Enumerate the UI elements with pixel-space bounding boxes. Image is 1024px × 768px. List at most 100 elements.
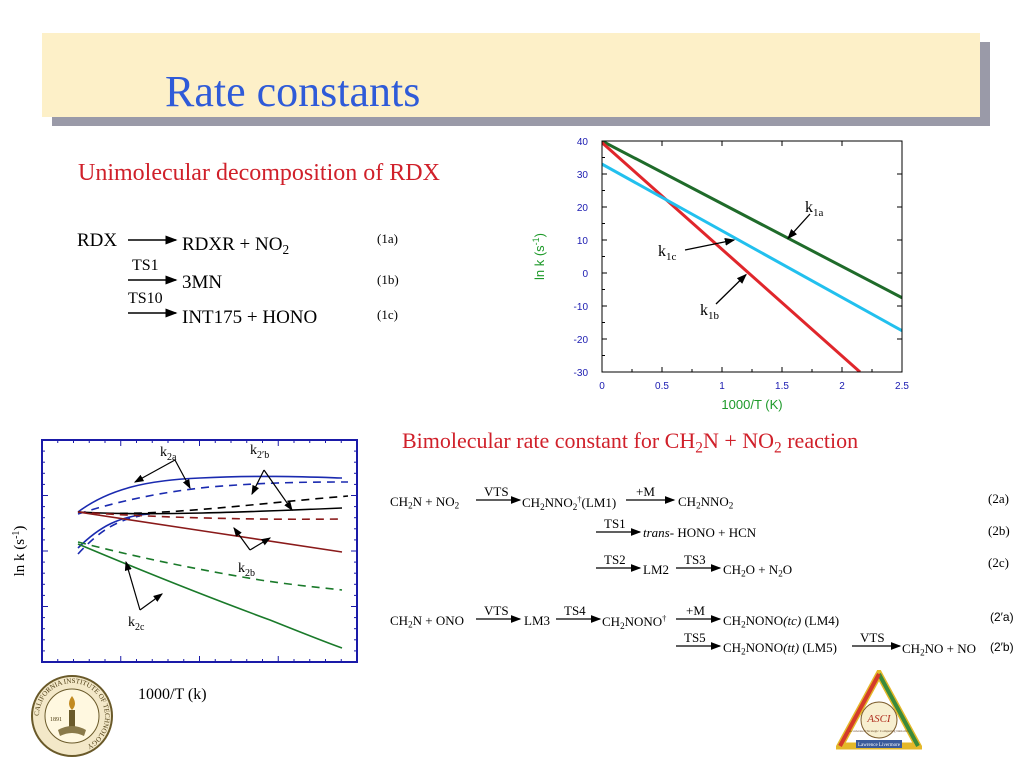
y-tick-label: 20 <box>577 203 589 214</box>
tag-1c: (1c) <box>377 307 398 322</box>
label-ts4: TS4 <box>564 603 586 618</box>
pointer-2pb-1 <box>251 469 265 496</box>
label-pointer-1a <box>787 213 811 240</box>
y-tick-label: -20 <box>574 335 589 346</box>
series-label-1c: k1c <box>658 243 677 263</box>
tag-1b: (1b) <box>377 272 399 287</box>
label-plus-m-2a: +M <box>636 484 655 499</box>
series-label-1b: k1b <box>700 302 720 322</box>
curve-label-3: k2c <box>128 615 145 633</box>
svg-text:Accelerated Strategic Computin: Accelerated Strategic Computing Initiati… <box>849 729 910 733</box>
pointer-2b-2 <box>249 537 272 551</box>
y-tick-label: 10 <box>577 236 589 247</box>
pointer-2c-2 <box>139 593 163 611</box>
label-ts1-2b: TS1 <box>604 516 626 531</box>
label-pointer-1b <box>715 273 747 305</box>
tag-2pa: (2′a) <box>990 610 1014 624</box>
pointer-2c-1 <box>124 560 141 611</box>
title-banner <box>42 33 980 117</box>
label-vts-2p: VTS <box>484 603 509 618</box>
curve-9 <box>77 543 343 649</box>
x-tick-label: 1 <box>719 381 725 392</box>
label-vts-2pb: VTS <box>860 630 885 645</box>
x-tick-label: 1.5 <box>775 381 789 392</box>
chart1-frame <box>601 140 903 373</box>
r2a-mid: CH2NNO2†(LM1) <box>522 494 617 512</box>
caltech-seal-logo: CALIFORNIA INSTITUTE OF TECHNOLOGY 1891 <box>31 675 113 757</box>
curve-2 <box>77 513 151 549</box>
asci-logo: ASCI Accelerated Strategic Computing Ini… <box>836 670 922 750</box>
r2c-lm2: LM2 <box>643 562 669 577</box>
curve-8 <box>77 541 343 591</box>
curve-7 <box>77 511 343 553</box>
x-tick-label: 2 <box>839 381 845 392</box>
r2pb-mid: CH2NONO(tt) (LM5) <box>723 640 837 657</box>
svg-text:ASCI: ASCI <box>866 713 892 725</box>
unimolecular-heading: Unimolecular decomposition of RDX <box>78 160 440 186</box>
curve-label-0: k2a <box>160 445 177 463</box>
svg-text:1891: 1891 <box>50 717 62 723</box>
label-pointer-1c <box>684 237 736 251</box>
reactant-rdx: RDX <box>77 230 118 251</box>
label-plus-m-2p: +M <box>686 603 705 618</box>
y-tick-label: 30 <box>577 170 589 181</box>
chart1-y-label: ln k (s-1) <box>531 233 547 280</box>
label-ts5: TS5 <box>684 630 706 645</box>
y-label-text: ln k (s <box>532 245 547 280</box>
r2p-lhs: CH2N + ONO <box>390 613 464 630</box>
pointer-2pb-2 <box>263 469 293 511</box>
series-line-1b <box>602 141 861 372</box>
x-tick-label: 2.5 <box>895 381 909 392</box>
r2p-lm3: LM3 <box>524 613 550 628</box>
product-1c: INT175 + HONO <box>182 307 318 328</box>
y-tick-label: -10 <box>574 302 589 313</box>
y-tick-label: 0 <box>582 269 588 280</box>
product-1a: RDXR + NO2 <box>182 234 290 257</box>
r2a-rhs: CH2NNO2 <box>678 494 734 511</box>
slide-title: Rate constants <box>165 67 421 116</box>
chart-bimolecular: k2a k2′b k2b k2c ln k (s-1) <box>11 439 358 663</box>
r2pb-rhs: CH2NO + NO <box>902 641 976 658</box>
r2a-lhs: CH2N + NO2 <box>390 494 460 511</box>
label-ts1: TS1 <box>132 257 159 274</box>
y-tick-label: 40 <box>577 137 589 148</box>
label-ts2: TS2 <box>604 552 626 567</box>
r2c-rhs: CH2O + N2O <box>723 562 793 579</box>
tag-1a: (1a) <box>377 231 398 246</box>
curve-0 <box>77 475 343 513</box>
pointer-2a-2 <box>133 459 176 483</box>
y-tick-label: -30 <box>574 368 589 379</box>
y-label-sup: -1 <box>531 237 541 245</box>
chart-unimolecular: 0 0.5 1 1.5 2 2.5 40 30 20 10 0 -10 -20 -30 1000/T (K)… <box>531 137 909 412</box>
curve-1 <box>77 481 349 515</box>
r2p-rhs: CH2NONO(tc) (LM4) <box>723 613 840 630</box>
x-tick-label: 0 <box>599 381 605 392</box>
tag-2b: (2b) <box>988 523 1010 538</box>
tag-2pb: (2′b) <box>990 640 1014 654</box>
pointer-2b-1 <box>233 527 251 551</box>
chart2-y-label: ln k (s-1) <box>11 526 28 577</box>
chart1-x-label: 1000/T (K) <box>721 397 782 412</box>
y-label-close: ) <box>532 233 547 237</box>
chart2-x-label: 1000/T (k) <box>138 686 207 703</box>
tag-2a: (2a) <box>988 491 1009 506</box>
series-line-1c <box>602 162 902 333</box>
label-ts3: TS3 <box>684 552 706 567</box>
product-1b: 3MN <box>182 272 223 293</box>
label-vts-2a: VTS <box>484 484 509 499</box>
series-label-1a: k1a <box>805 199 824 219</box>
tag-2c: (2c) <box>988 555 1009 570</box>
curve-label-1: k2′b <box>250 443 269 461</box>
series-line-1a <box>602 141 902 300</box>
svg-text:Lawrence Livermore: Lawrence Livermore <box>858 743 901 748</box>
label-ts10: TS10 <box>128 290 163 307</box>
pointer-2a-1 <box>174 459 191 490</box>
r2p-mid: CH2NONO† <box>602 613 667 631</box>
r2b-rhs: trans- HONO + HCN <box>643 525 757 540</box>
chart2-frame <box>41 439 358 663</box>
bimolecular-heading: Bimolecular rate constant for CH2N + NO2… <box>402 428 859 457</box>
curve-label-2: k2b <box>238 561 255 579</box>
x-tick-label: 0.5 <box>655 381 669 392</box>
curve-6 <box>77 511 343 521</box>
